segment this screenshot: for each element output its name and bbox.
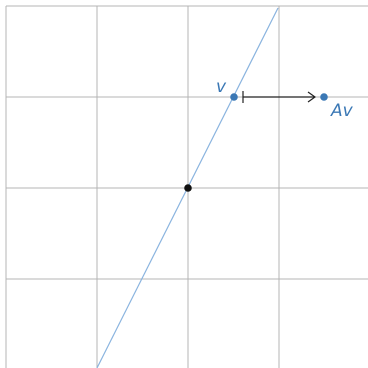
arrow-head	[307, 91, 317, 103]
vector-v-point	[230, 93, 238, 101]
origin-point	[184, 184, 192, 192]
vector-v-label: v	[216, 77, 227, 97]
transform-arrow	[242, 91, 317, 103]
vector-av-label: Av	[330, 101, 354, 121]
vector-av-point	[320, 93, 328, 101]
